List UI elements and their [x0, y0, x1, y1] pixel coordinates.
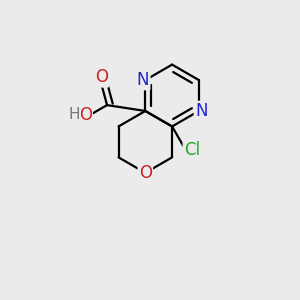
Text: Cl: Cl: [184, 141, 200, 159]
Text: O: O: [79, 106, 92, 124]
Text: H: H: [68, 106, 80, 122]
Text: O: O: [95, 68, 108, 86]
Text: N: N: [195, 102, 208, 120]
Text: N: N: [137, 71, 149, 89]
Text: O: O: [139, 164, 152, 182]
